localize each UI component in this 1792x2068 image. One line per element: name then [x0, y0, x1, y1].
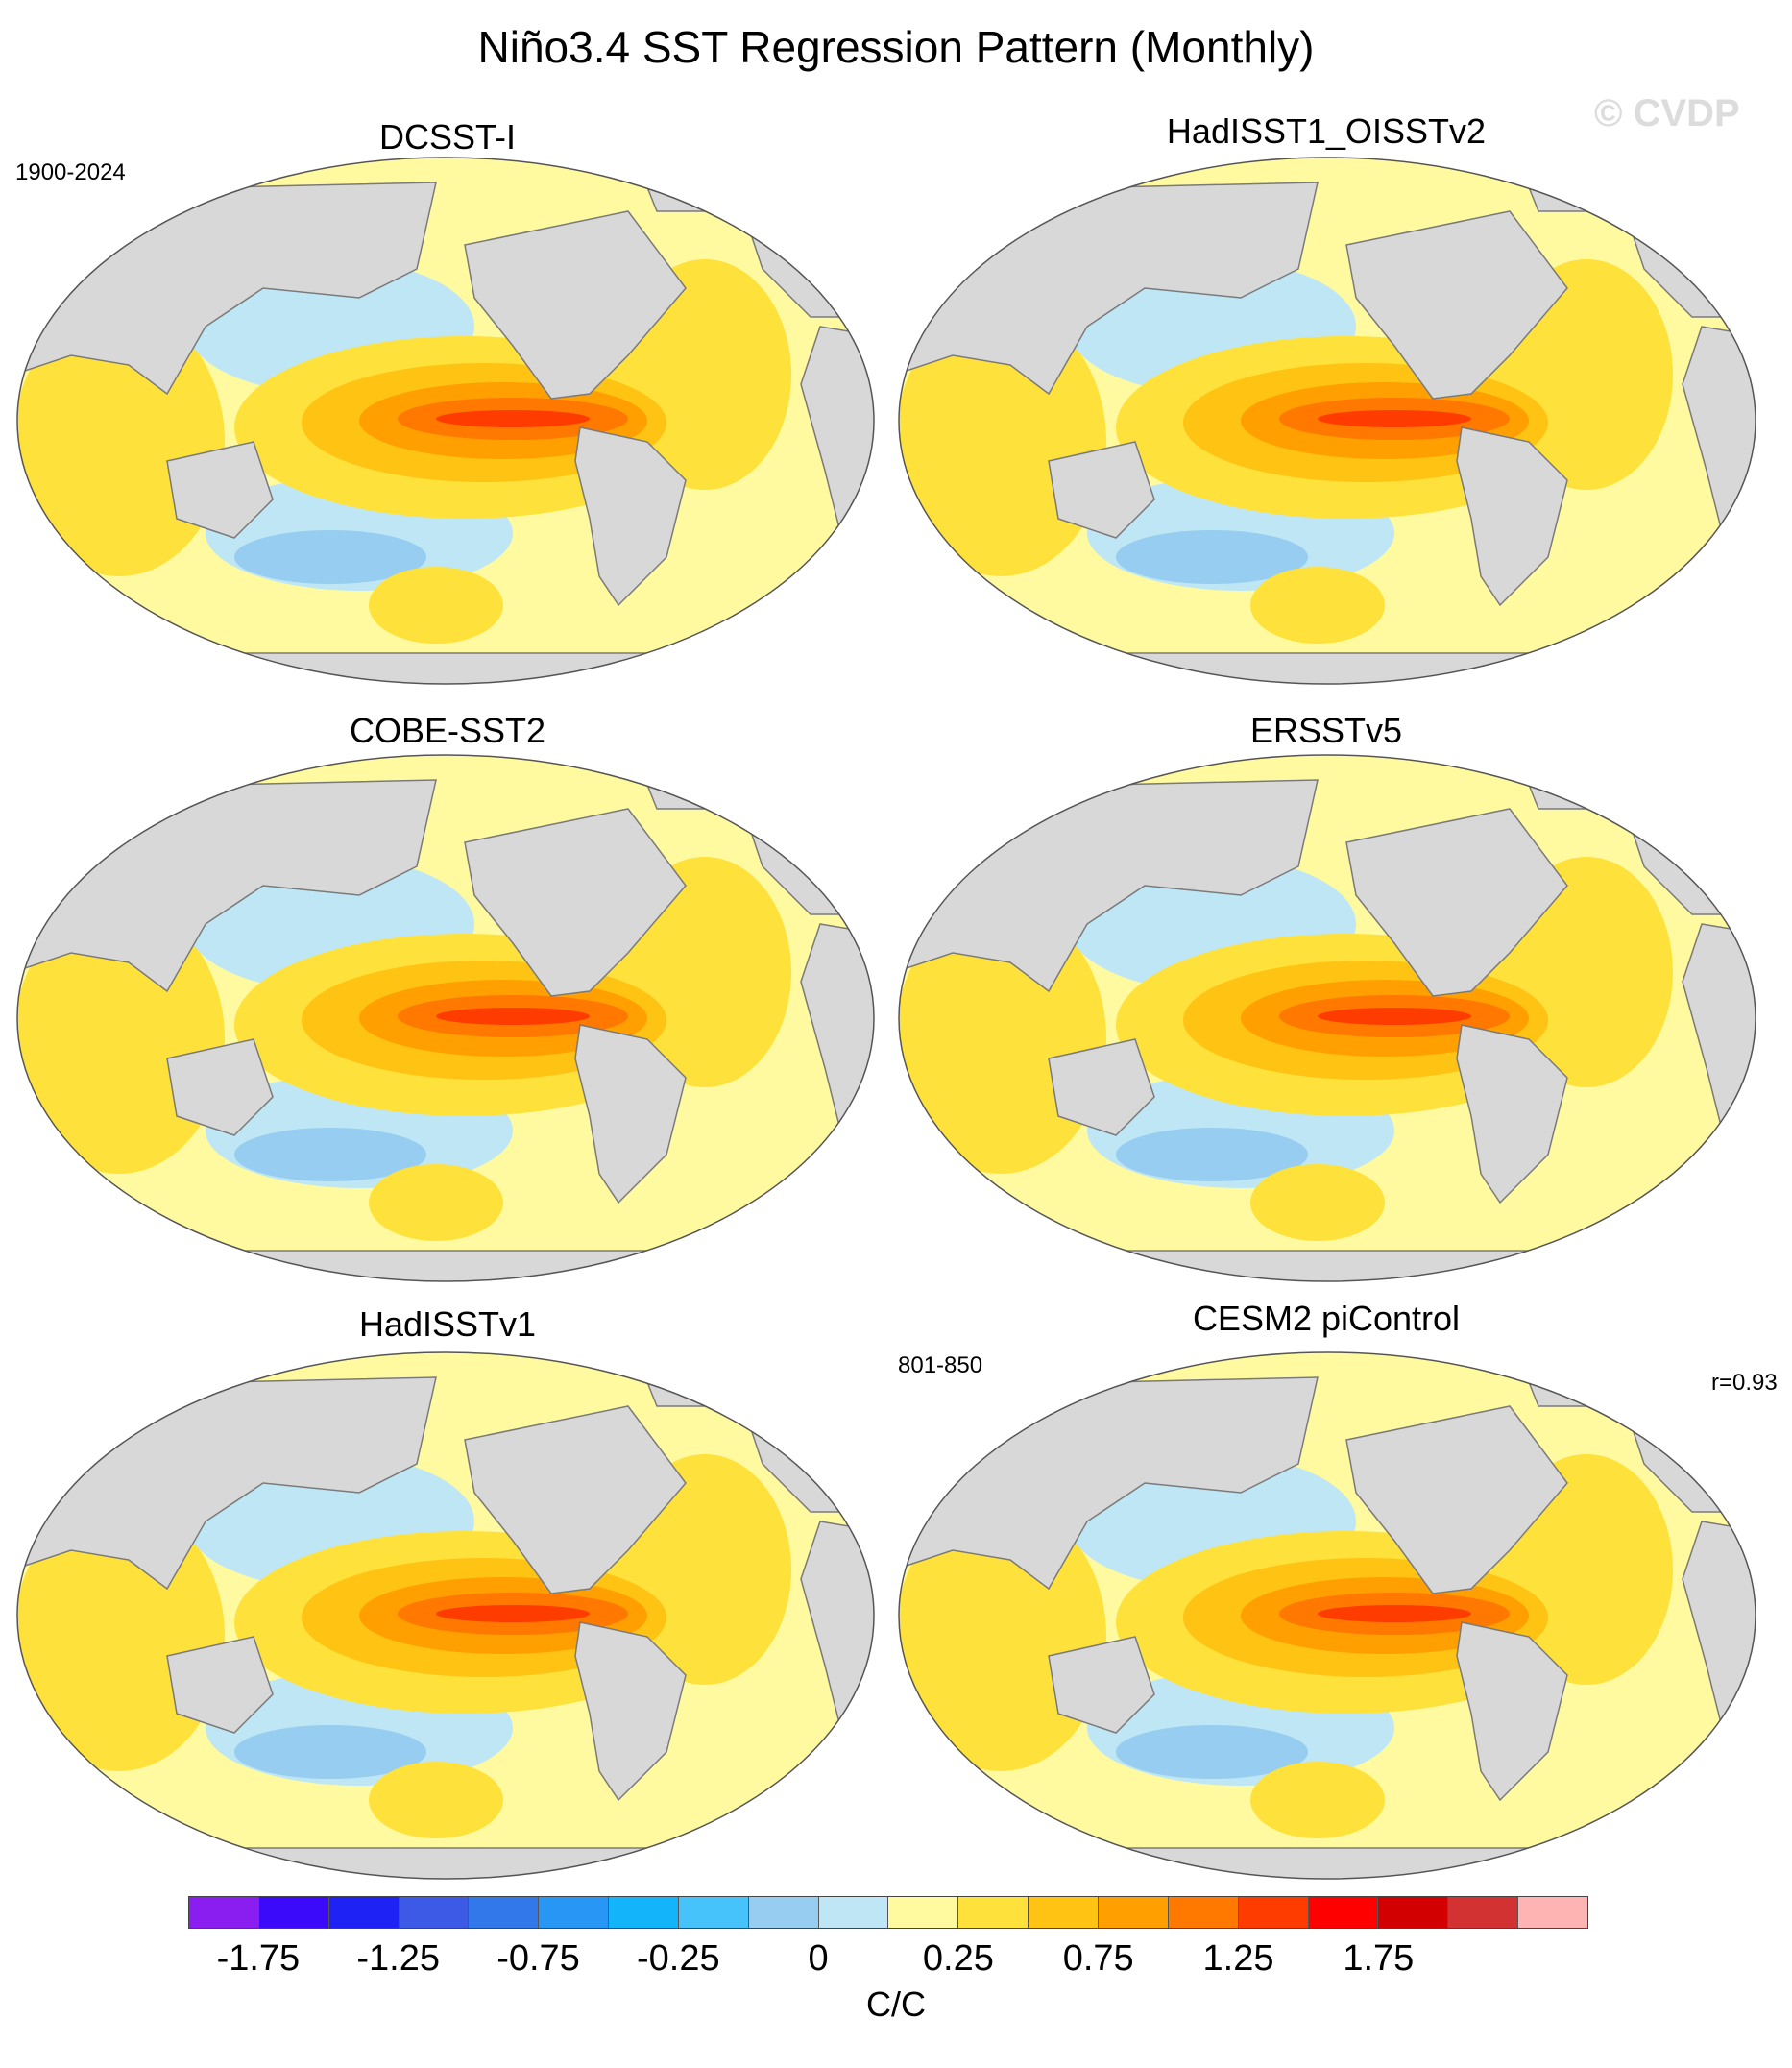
colorbar-tick-label: 0: [808, 1938, 829, 1979]
colorbar-tick-label: 1.75: [1343, 1938, 1415, 1979]
antarctica-land: [17, 1847, 874, 1879]
south-pacific-warm-region: [1250, 567, 1385, 644]
figure-title: Niño3.4 SST Regression Pattern (Monthly): [477, 22, 1315, 72]
colorbar-swatch: [469, 1897, 540, 1928]
warm-tongue-peak: [436, 1008, 590, 1025]
antarctica-land: [17, 652, 874, 684]
south-pacific-warm-region: [1250, 1164, 1385, 1241]
north-america-land: [1345, 210, 1568, 400]
warm-tongue-peak: [436, 1605, 590, 1622]
panel-title-6: CESM2 piControl: [1192, 1299, 1461, 1338]
regression-map-2: [898, 157, 1756, 685]
colorbar-swatch: [539, 1897, 610, 1928]
australia-land: [166, 1636, 274, 1734]
colorbar-swatch: [1238, 1897, 1309, 1928]
colorbar-swatch: [189, 1897, 259, 1928]
colorbar-swatch: [1098, 1897, 1169, 1928]
map-frame: [898, 754, 1756, 1282]
colorbar-swatch: [1168, 1897, 1239, 1928]
antarctica-land: [899, 1250, 1756, 1281]
colorbar-unit: C/C: [866, 1984, 926, 2024]
map-frame: [898, 1351, 1756, 1880]
colorbar-tick-label: -1.25: [356, 1938, 440, 1979]
regression-map-6: [898, 1351, 1756, 1880]
south-pacific-warm-region: [369, 1762, 503, 1838]
period-label-1: 1900-2024: [15, 159, 126, 185]
south-pacific-cool-core: [234, 1128, 426, 1181]
antarctica-land: [899, 1847, 1756, 1879]
regression-map-4: [898, 754, 1756, 1282]
period-label-6: 801-850: [898, 1352, 983, 1378]
panel-title-1: DCSST-I: [378, 117, 516, 157]
south-pacific-cool-core: [1116, 530, 1308, 584]
warm-tongue-peak: [1318, 1605, 1471, 1622]
watermark: © CVDP: [1594, 92, 1740, 134]
panel-title-5: HadISSTv1: [358, 1304, 537, 1344]
south-pacific-cool-core: [234, 530, 426, 584]
colorbar-swatch: [1029, 1897, 1099, 1928]
north-america-land: [1345, 1405, 1568, 1594]
australia-land: [1048, 1038, 1155, 1136]
panel-title-4: ERSSTv5: [1249, 711, 1403, 750]
australia-land: [1048, 441, 1155, 539]
colorbar: [188, 1896, 1588, 1929]
colorbar-tick-label: -1.75: [216, 1938, 301, 1979]
colorbar-swatch: [258, 1897, 329, 1928]
antarctica-land: [899, 652, 1756, 684]
south-america-land: [574, 1024, 687, 1204]
south-america-land: [1456, 426, 1568, 607]
south-pacific-cool-core: [1116, 1725, 1308, 1779]
colorbar-tick-label: 1.25: [1202, 1938, 1274, 1979]
colorbar-swatch: [328, 1897, 400, 1928]
north-america-land: [464, 1405, 687, 1594]
north-america-land: [464, 808, 687, 997]
panel-title-2: HadISST1_OISSTv2: [1166, 111, 1487, 151]
antarctica-land: [17, 1250, 874, 1281]
south-pacific-warm-region: [369, 567, 503, 644]
south-america-land: [1456, 1024, 1568, 1204]
colorbar-swatch: [609, 1897, 679, 1928]
regression-map-5: [16, 1351, 875, 1880]
australia-land: [166, 1038, 274, 1136]
map-frame: [16, 754, 875, 1282]
warm-tongue-peak: [1318, 1008, 1471, 1025]
colorbar-swatch: [1518, 1897, 1587, 1928]
colorbar-swatch: [888, 1897, 959, 1928]
colorbar-tick-label: 0.75: [1062, 1938, 1134, 1979]
colorbar-tick-label: 0.25: [922, 1938, 994, 1979]
south-pacific-warm-region: [1250, 1762, 1385, 1838]
map-frame: [898, 157, 1756, 685]
australia-land: [166, 441, 274, 539]
colorbar-swatch: [399, 1897, 470, 1928]
regression-map-3: [16, 754, 875, 1282]
south-pacific-warm-region: [369, 1164, 503, 1241]
correlation-label-6: r=0.93: [1711, 1370, 1778, 1396]
warm-tongue-peak: [436, 410, 590, 427]
colorbar-swatch: [678, 1897, 749, 1928]
map-frame: [16, 157, 875, 685]
australia-land: [1048, 1636, 1155, 1734]
map-frame: [16, 1351, 875, 1880]
colorbar-swatch: [1378, 1897, 1449, 1928]
colorbar-tick-label: -0.75: [496, 1938, 580, 1979]
colorbar-tick-label: -0.25: [636, 1938, 720, 1979]
south-pacific-cool-core: [1116, 1128, 1308, 1181]
south-america-land: [574, 1621, 687, 1802]
north-america-land: [464, 210, 687, 400]
panel-title-3: COBE-SST2: [349, 711, 546, 750]
south-pacific-cool-core: [234, 1725, 426, 1779]
south-america-land: [574, 426, 687, 607]
colorbar-swatch: [818, 1897, 889, 1928]
colorbar-swatch: [1448, 1897, 1519, 1928]
colorbar-swatch: [748, 1897, 819, 1928]
south-america-land: [1456, 1621, 1568, 1802]
colorbar-swatch: [958, 1897, 1029, 1928]
north-america-land: [1345, 808, 1568, 997]
warm-tongue-peak: [1318, 410, 1471, 427]
colorbar-swatch: [1308, 1897, 1379, 1928]
regression-map-1: [16, 157, 875, 685]
